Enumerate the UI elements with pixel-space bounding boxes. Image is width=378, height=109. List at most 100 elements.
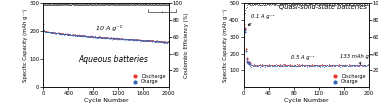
Point — [42, 30, 48, 32]
Point — [89, 36, 95, 37]
Point — [50, 32, 56, 33]
Point — [100, 37, 106, 38]
Point — [291, 3, 297, 5]
Point — [152, 3, 158, 5]
Point — [297, 65, 304, 67]
Point — [163, 41, 169, 43]
Point — [303, 3, 309, 5]
Point — [322, 3, 328, 5]
Point — [151, 40, 157, 42]
Point — [60, 3, 66, 5]
Point — [42, 31, 48, 32]
Point — [99, 37, 105, 39]
Point — [99, 37, 105, 38]
Point — [64, 32, 70, 34]
Point — [97, 36, 103, 37]
Point — [107, 37, 113, 39]
Point — [64, 4, 70, 6]
Point — [89, 36, 95, 37]
Point — [142, 40, 148, 41]
Point — [112, 37, 118, 39]
Point — [60, 32, 66, 34]
Point — [105, 37, 112, 39]
Point — [64, 34, 70, 35]
Point — [112, 38, 118, 39]
Point — [87, 35, 93, 37]
Point — [342, 64, 348, 66]
Point — [77, 35, 84, 37]
Point — [246, 3, 252, 5]
Point — [62, 33, 68, 35]
Point — [97, 3, 103, 5]
Point — [307, 65, 313, 67]
Point — [73, 4, 79, 6]
Point — [128, 38, 134, 40]
Point — [139, 39, 145, 41]
Point — [81, 3, 87, 5]
Text: 10 A g⁻¹: 10 A g⁻¹ — [96, 25, 122, 31]
Point — [141, 40, 147, 41]
Point — [149, 40, 155, 41]
Point — [165, 41, 171, 42]
Point — [49, 31, 55, 33]
Point — [310, 64, 316, 66]
Point — [258, 4, 264, 6]
Point — [67, 34, 73, 36]
Point — [79, 4, 85, 6]
Point — [140, 39, 146, 41]
Point — [292, 3, 298, 5]
Point — [125, 3, 132, 5]
Point — [270, 3, 276, 5]
Point — [356, 65, 362, 67]
Point — [342, 4, 349, 6]
Point — [107, 37, 113, 39]
Point — [46, 31, 52, 33]
Point — [115, 37, 121, 39]
Point — [68, 34, 74, 35]
Point — [62, 34, 68, 35]
Point — [42, 31, 48, 32]
Point — [114, 4, 120, 6]
Point — [159, 40, 165, 42]
Point — [122, 38, 128, 40]
Point — [85, 4, 91, 6]
Point — [125, 3, 131, 5]
Point — [126, 38, 132, 40]
Point — [150, 40, 156, 42]
Point — [42, 31, 48, 32]
Point — [270, 64, 276, 66]
Point — [67, 34, 73, 36]
Point — [161, 42, 167, 43]
Point — [160, 41, 166, 43]
Point — [99, 3, 105, 5]
Point — [80, 36, 86, 37]
Point — [294, 4, 300, 5]
Point — [65, 34, 71, 36]
Point — [346, 3, 352, 5]
Point — [78, 35, 84, 37]
Point — [366, 64, 372, 66]
Point — [50, 32, 56, 34]
Point — [112, 4, 118, 6]
Point — [142, 40, 148, 42]
Point — [151, 4, 157, 6]
Point — [45, 31, 51, 33]
Point — [150, 40, 156, 41]
Point — [251, 64, 257, 66]
Point — [150, 40, 156, 41]
Point — [66, 33, 72, 35]
Point — [339, 64, 345, 66]
Point — [102, 36, 108, 38]
Point — [149, 40, 155, 42]
Point — [61, 33, 67, 35]
Point — [84, 36, 90, 37]
Point — [112, 38, 118, 39]
Point — [46, 3, 52, 5]
Point — [269, 4, 275, 5]
Point — [53, 32, 59, 34]
Point — [267, 64, 273, 66]
Point — [138, 40, 144, 41]
Point — [52, 33, 58, 34]
Point — [134, 39, 140, 41]
Point — [136, 4, 142, 5]
